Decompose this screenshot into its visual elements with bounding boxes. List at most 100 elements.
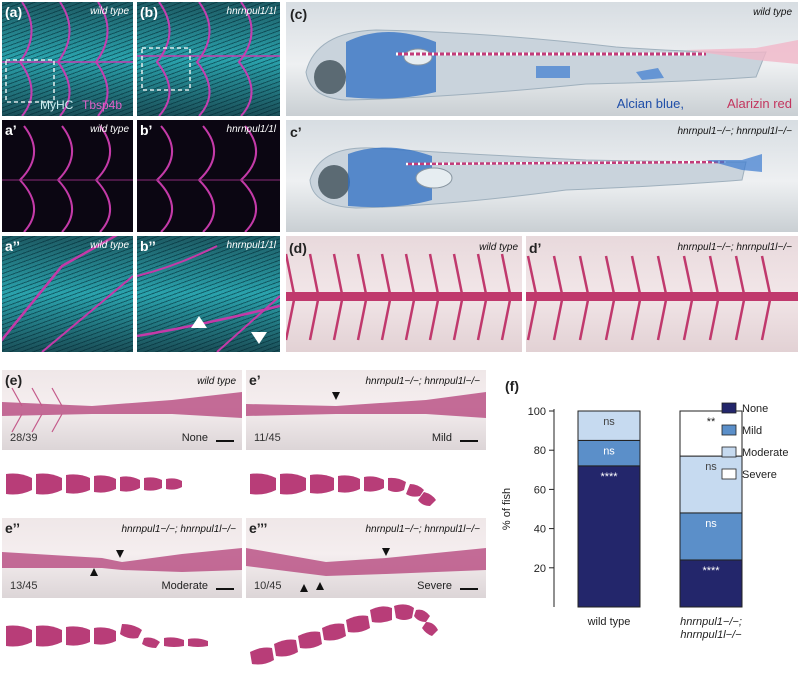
scale-bar xyxy=(216,440,234,442)
legend-label-mild: Mild xyxy=(742,425,762,437)
panel-a2-genotype: wild type xyxy=(90,240,129,251)
arrowhead-black-top xyxy=(116,550,124,558)
panel-c1-label: c’ xyxy=(290,124,302,140)
panel-e1-severity: Mild xyxy=(431,432,452,444)
panel-c1: c’ hnrnpul1−/−; hnrnpul1l−/− xyxy=(286,120,798,232)
panel-e1: e’ hnrnpul1−/−; hnrnpul1l−/− 11/45 Mild xyxy=(246,370,486,450)
panel-e2-tail xyxy=(2,548,242,576)
panel-d1-genotype: hnrnpul1−/−; hnrnpul1l−/− xyxy=(677,242,792,253)
panel-b-myosepta xyxy=(137,2,280,116)
panel-e-count: 28/39 xyxy=(10,432,38,444)
panel-e1-tail xyxy=(246,392,486,418)
stain-alcian-label: Alcian blue, xyxy=(616,96,684,111)
panel-e3-tail xyxy=(246,548,486,592)
panel-a1-myosepta xyxy=(2,125,133,232)
panel-b1: b’ hnrnpul1/1l xyxy=(137,120,280,232)
y-tick-label: 60 xyxy=(534,484,546,496)
legend-swatch-moderate xyxy=(721,446,737,458)
significance-label: ns xyxy=(705,461,717,473)
legend-swatch-none xyxy=(721,402,737,414)
significance-label: **** xyxy=(600,471,618,483)
legend-label-moderate: Moderate xyxy=(742,447,788,459)
significance-label: ns xyxy=(603,445,615,457)
panel-e-genotype: wild type xyxy=(197,376,236,387)
x-category-label: hnrnpul1−/−; xyxy=(680,616,742,628)
fish-wild-type-drawing xyxy=(305,29,798,101)
panel-e2-count: 13/45 xyxy=(10,580,38,592)
panel-e2-severity: Moderate xyxy=(161,580,208,592)
arrowhead-black xyxy=(332,392,340,400)
bar-segment-mild xyxy=(577,439,641,467)
panel-a-label: (a) xyxy=(5,4,23,20)
panel-d-label: (d) xyxy=(289,240,307,256)
panel-b: (b) hnrnpul1/1l xyxy=(137,2,280,116)
vertebrae-schematic-moderate xyxy=(6,624,208,648)
y-tick-label: 20 xyxy=(534,563,546,575)
bar-segment-mild xyxy=(679,512,743,561)
panel-b-label: (b) xyxy=(140,4,158,20)
significance-label: ns xyxy=(603,416,615,428)
panel-d-genotype: wild type xyxy=(479,242,518,253)
panel-c: (c) wild type Alcian blue, Alarizin red xyxy=(286,2,798,116)
panel-d1-label: d’ xyxy=(529,240,542,256)
legend-label-severe: Severe xyxy=(742,469,777,481)
x-category-label: wild type xyxy=(587,616,631,628)
panel-a2: a’’ wild type xyxy=(2,236,133,352)
panel-d-skeleton xyxy=(286,253,522,341)
panel-e1-label: e’ xyxy=(249,372,261,388)
stain-alizarin-label: Alarizin red xyxy=(726,96,792,111)
bar-segment-none xyxy=(577,465,641,608)
panel-a2-myosepta xyxy=(2,236,133,352)
panel-e3-count: 10/45 xyxy=(254,580,282,592)
panel-b1-label: b’ xyxy=(140,122,153,138)
panel-e3-label: e’’’ xyxy=(249,520,268,536)
significance-label: ns xyxy=(705,518,717,530)
panel-e3: e’’’ hnrnpul1−/−; hnrnpul1l−/− 10/45 Sev… xyxy=(246,518,486,598)
stain-tbsp-label: Tbsp4b xyxy=(82,98,123,112)
panel-e-tail xyxy=(2,387,242,433)
panel-a1: a’ wild type xyxy=(2,120,133,232)
panel-a1-genotype: wild type xyxy=(90,124,129,135)
panel-a: (a) wild type MyHC Tbsp4b xyxy=(2,2,133,116)
scale-bar xyxy=(216,588,234,590)
arrowhead-black-bottom-2 xyxy=(316,582,324,590)
panel-b1-myosepta xyxy=(137,125,280,232)
panel-d: (d) wild type xyxy=(286,236,522,352)
arrowhead-black-bottom xyxy=(90,568,98,576)
stain-myhc-label: MyHC xyxy=(40,98,74,112)
arrowhead-white-1 xyxy=(191,316,207,328)
panel-b2: b’’ hnrnpul1/1l xyxy=(137,236,280,352)
panel-e2-genotype: hnrnpul1−/−; hnrnpul1l−/− xyxy=(121,524,236,535)
x-category-label: hnrnpul1l−/− xyxy=(680,629,742,641)
fish-mutant-drawing xyxy=(309,147,762,209)
arrowhead-black-bottom-1 xyxy=(300,584,308,592)
panel-e2-label: e’’ xyxy=(5,520,21,536)
panel-a-myosepta xyxy=(2,2,133,116)
y-tick-label: 40 xyxy=(534,524,546,536)
arrowhead-black-top xyxy=(382,548,390,556)
panel-e: (e) wild type 28/39 None xyxy=(2,370,242,450)
panel-a1-label: a’ xyxy=(5,122,17,138)
panel-e3-genotype: hnrnpul1−/−; hnrnpul1l−/− xyxy=(365,524,480,535)
panel-e1-genotype: hnrnpul1−/−; hnrnpul1l−/− xyxy=(365,376,480,387)
vertebrae-schematic-none xyxy=(6,473,182,495)
panel-a2-label: a’’ xyxy=(5,238,21,254)
significance-label: ** xyxy=(707,416,716,428)
panel-f-label: (f) xyxy=(505,378,519,394)
panel-e2: e’’ hnrnpul1−/−; hnrnpul1l−/− 13/45 Mode… xyxy=(2,518,242,598)
panel-c-genotype: wild type xyxy=(753,7,792,18)
bar-segment-none xyxy=(679,559,743,608)
panel-e-severity: None xyxy=(181,432,208,444)
panel-c-label: (c) xyxy=(290,6,308,22)
panel-a-genotype: wild type xyxy=(90,6,129,17)
panel-d1: d’ hnrnpul1−/−; hnrnpul1l−/− xyxy=(526,236,798,352)
arrowhead-white-2 xyxy=(251,332,267,344)
significance-label: **** xyxy=(702,565,720,577)
panel-d1-skeleton xyxy=(526,255,798,341)
y-tick-label: 100 xyxy=(528,406,546,418)
bar-segment-moderate xyxy=(577,410,641,441)
panel-b1-genotype: hnrnpul1/1l xyxy=(226,124,276,135)
legend-swatch-mild xyxy=(721,424,737,436)
scale-bar xyxy=(460,588,478,590)
